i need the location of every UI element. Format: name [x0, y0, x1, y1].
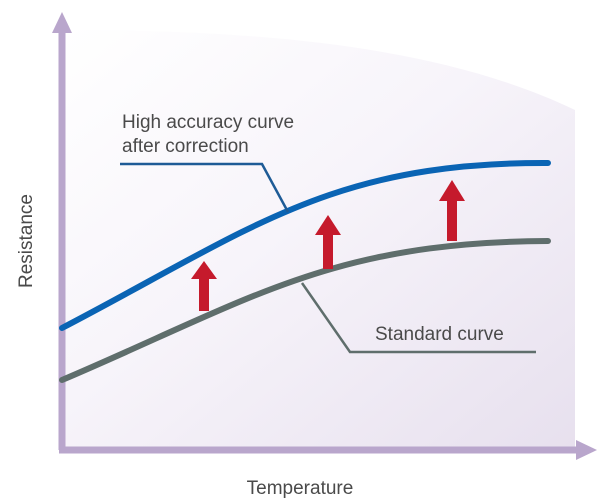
high-accuracy-label-line-2: after correction [122, 136, 249, 157]
standard-curve-label: Standard curve [375, 324, 504, 345]
high-accuracy-curve [59, 159, 551, 331]
high-accuracy-leader-line [120, 162, 290, 213]
standard-leader-line [300, 282, 536, 354]
x-axis-label: Temperature [247, 478, 354, 498]
plot-background [62, 30, 575, 450]
y-axis-arrowhead [52, 12, 72, 33]
correction-arrow [315, 215, 341, 269]
high-accuracy-label-line-1: High accuracy curve [122, 112, 294, 133]
x-axis-arrowhead [576, 440, 597, 460]
standard-curve [59, 238, 551, 383]
correction-arrow [191, 261, 217, 311]
correction-arrow [439, 180, 465, 241]
y-axis-label: Resistance [16, 194, 37, 288]
